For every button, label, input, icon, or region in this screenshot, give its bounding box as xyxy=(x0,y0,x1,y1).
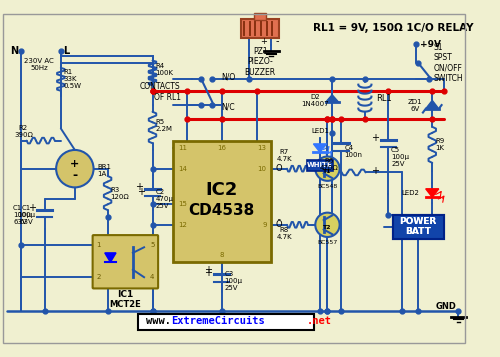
Text: D2
1N4007: D2 1N4007 xyxy=(302,94,329,107)
Text: R4
100K: R4 100K xyxy=(156,63,174,76)
Text: -: - xyxy=(275,36,278,46)
Bar xyxy=(173,141,272,262)
Text: C1
100µ
63V: C1 100µ 63V xyxy=(17,206,35,226)
Text: Ō: Ō xyxy=(275,220,281,229)
Text: RL1 = 9V, 150Ω 1C/O RELAY: RL1 = 9V, 150Ω 1C/O RELAY xyxy=(314,23,474,33)
Polygon shape xyxy=(314,144,326,152)
Text: 4: 4 xyxy=(150,274,154,280)
Text: R3
120Ω: R3 120Ω xyxy=(110,186,129,200)
Text: GND: GND xyxy=(436,302,456,311)
Polygon shape xyxy=(326,95,338,102)
Text: 13: 13 xyxy=(258,145,266,151)
Text: R8
4.7K: R8 4.7K xyxy=(276,227,292,240)
Polygon shape xyxy=(426,100,439,109)
Bar xyxy=(307,160,333,171)
Text: BR1
1A: BR1 1A xyxy=(98,164,112,177)
Text: C4
100n: C4 100n xyxy=(344,145,362,159)
Text: RL1: RL1 xyxy=(376,94,392,103)
Text: C5
100µ
25V: C5 100µ 25V xyxy=(391,146,409,166)
Text: PZ1
PIEZO-
BUZZER: PZ1 PIEZO- BUZZER xyxy=(244,47,276,77)
Text: R1
33K
0.5W: R1 33K 0.5W xyxy=(64,69,82,89)
Text: R2
390Ω: R2 390Ω xyxy=(14,125,33,138)
Text: .net: .net xyxy=(307,316,332,326)
Text: C1
100µ
63V: C1 100µ 63V xyxy=(13,206,31,226)
Text: WHITE: WHITE xyxy=(307,162,333,168)
Text: +: + xyxy=(28,203,36,213)
Bar xyxy=(242,19,279,38)
Circle shape xyxy=(56,150,94,187)
Text: 8: 8 xyxy=(220,252,224,258)
Text: +: + xyxy=(204,267,212,277)
Text: +: + xyxy=(70,159,80,169)
Text: 10: 10 xyxy=(258,166,266,172)
Text: N/C: N/C xyxy=(222,102,235,111)
Text: 5: 5 xyxy=(150,242,154,248)
Text: -: - xyxy=(72,169,78,182)
Text: MCT2E: MCT2E xyxy=(110,300,141,309)
Text: R5
2.2M: R5 2.2M xyxy=(156,119,172,132)
Text: 1: 1 xyxy=(96,242,101,248)
Text: CONTACTS
OF RL1: CONTACTS OF RL1 xyxy=(140,82,180,102)
Text: T1: T1 xyxy=(322,169,331,174)
Text: S1
SPST
ON/OFF
SWITCH: S1 SPST ON/OFF SWITCH xyxy=(433,43,463,83)
Text: 14: 14 xyxy=(178,166,186,172)
Text: +: + xyxy=(260,37,267,46)
Text: ZD1
6V: ZD1 6V xyxy=(408,99,422,111)
Text: L: L xyxy=(62,46,69,56)
Text: BC548: BC548 xyxy=(318,184,338,189)
FancyBboxPatch shape xyxy=(92,235,158,288)
Text: IC2: IC2 xyxy=(206,181,238,199)
Circle shape xyxy=(316,156,340,181)
Circle shape xyxy=(316,213,340,237)
Text: T2: T2 xyxy=(322,225,331,230)
Bar xyxy=(393,216,444,239)
Text: R7
4.7K: R7 4.7K xyxy=(276,149,292,162)
Text: BC557: BC557 xyxy=(318,240,338,245)
Text: ExtremeCircuits: ExtremeCircuits xyxy=(171,316,265,326)
Text: POWER
BATT: POWER BATT xyxy=(400,217,437,236)
Text: +: + xyxy=(371,133,379,143)
Text: IC1: IC1 xyxy=(117,291,134,300)
Text: C2
470µ
25V: C2 470µ 25V xyxy=(156,188,173,208)
Text: +: + xyxy=(204,265,212,275)
Text: C3
100µ
25V: C3 100µ 25V xyxy=(224,271,242,291)
Text: 230V AC
50Hz: 230V AC 50Hz xyxy=(24,58,54,71)
Text: +: + xyxy=(137,187,145,197)
Text: N: N xyxy=(10,46,18,56)
Text: POWER
BATT: POWER BATT xyxy=(400,217,437,236)
Polygon shape xyxy=(105,253,116,262)
Text: www.: www. xyxy=(146,316,171,326)
Text: LED2: LED2 xyxy=(402,190,419,196)
Text: LED1: LED1 xyxy=(311,128,329,134)
Polygon shape xyxy=(426,189,439,197)
Text: O: O xyxy=(275,164,281,173)
Text: R6
470Ω: R6 470Ω xyxy=(320,159,338,171)
Text: 12: 12 xyxy=(178,222,186,228)
Text: 15: 15 xyxy=(178,201,186,207)
Bar xyxy=(393,216,444,239)
Bar xyxy=(254,13,266,20)
Text: N/O: N/O xyxy=(222,72,236,81)
Text: R9
1K: R9 1K xyxy=(435,138,444,151)
Bar xyxy=(138,314,314,330)
Text: 9: 9 xyxy=(262,222,266,228)
Text: +9V: +9V xyxy=(420,40,441,49)
Text: +: + xyxy=(371,166,379,176)
Text: 11: 11 xyxy=(178,145,187,151)
Text: +: + xyxy=(135,182,143,192)
Text: 2: 2 xyxy=(96,274,100,280)
Text: CD4538: CD4538 xyxy=(188,203,255,218)
Text: 16: 16 xyxy=(217,145,226,151)
